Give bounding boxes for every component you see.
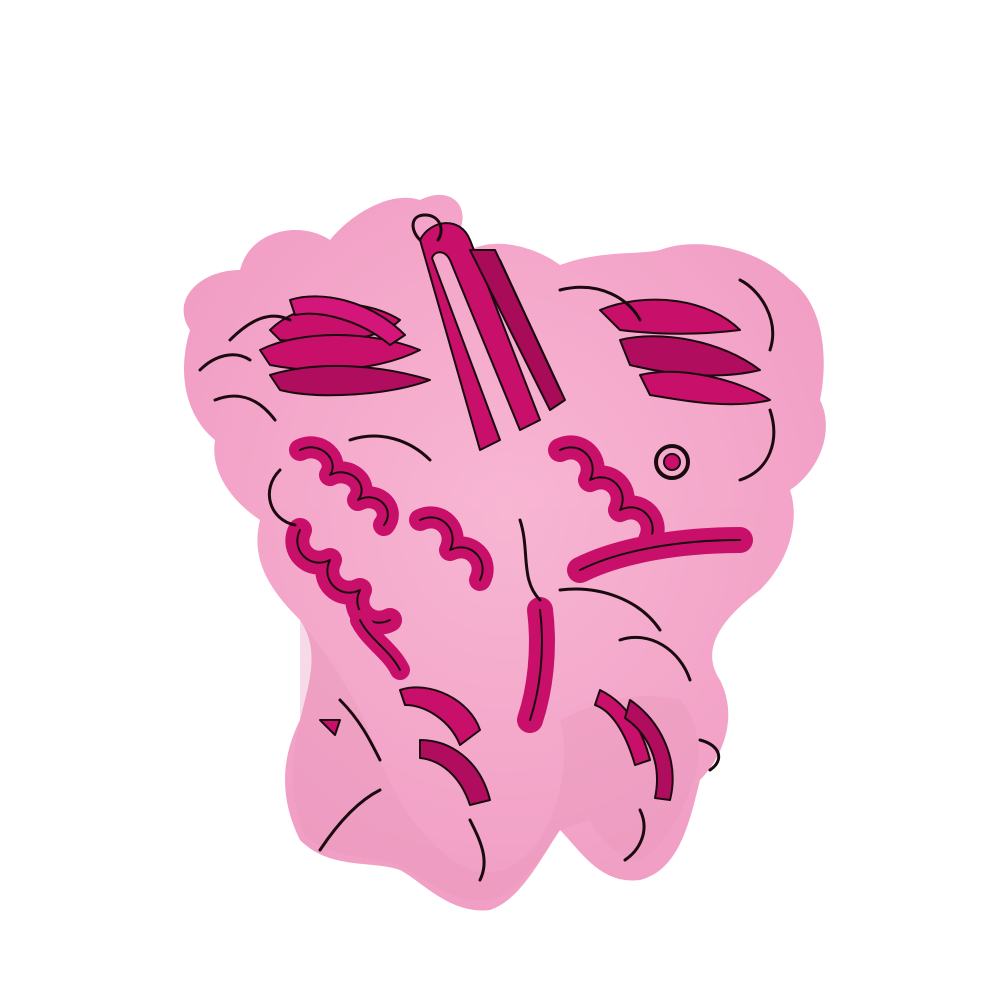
beta-sheet-left xyxy=(198,295,431,422)
beta-sheet-right xyxy=(558,278,776,482)
beta-hairpin-central xyxy=(411,213,566,451)
domain-lower-left xyxy=(318,686,491,882)
helix-central xyxy=(517,435,753,733)
helix-bundle-left xyxy=(267,434,494,680)
domain-lower-right xyxy=(594,635,721,862)
cartoon-ribbons xyxy=(198,213,776,882)
surface-blob-shade xyxy=(293,620,699,901)
